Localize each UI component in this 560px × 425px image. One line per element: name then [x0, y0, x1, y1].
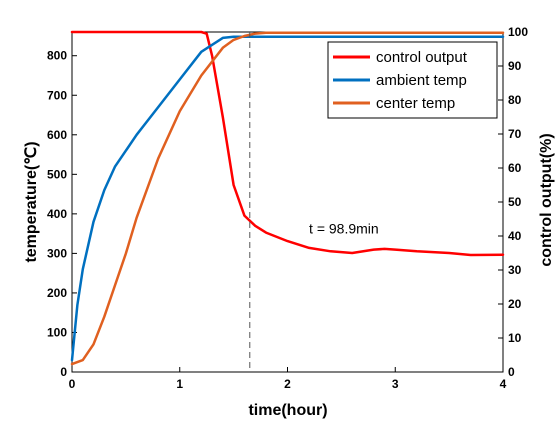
y-left-tick-label: 200 — [47, 286, 67, 300]
x-tick-label: 4 — [500, 377, 507, 391]
y-left-tick-label: 0 — [60, 365, 67, 379]
y-right-tick-label: 70 — [508, 127, 522, 141]
y-right-tick-label: 60 — [508, 161, 522, 175]
legend-label-control-output: control output — [376, 49, 468, 66]
series-line-center-temp — [70, 31, 505, 366]
y-right-tick-label: 50 — [508, 195, 522, 209]
y-left-tick-label: 400 — [47, 207, 67, 221]
series-line-ambient-temp — [70, 35, 505, 362]
y-right-tick-label: 20 — [508, 297, 522, 311]
x-tick-label: 3 — [392, 377, 399, 391]
y-left-axis-title: temperature(℃) — [23, 141, 40, 262]
y-right-tick-label: 30 — [508, 263, 522, 277]
x-axis-title: time(hour) — [248, 402, 327, 419]
x-tick-label: 2 — [284, 377, 291, 391]
y-right-tick-label: 80 — [508, 93, 522, 107]
legend-label-ambient-temp: ambient temp — [376, 72, 467, 89]
y-right-tick-label: 40 — [508, 229, 522, 243]
legend-label-center-temp: center temp — [376, 95, 455, 112]
y-left-tick-label: 700 — [47, 88, 67, 102]
time-annotation: t = 98.9min — [309, 221, 379, 237]
x-tick-label: 1 — [176, 377, 183, 391]
y-right-tick-label: 10 — [508, 331, 522, 345]
y-left-tick-label: 600 — [47, 128, 67, 142]
ticks: 0 1 2 3 401002003004005006007008000102030405… — [47, 25, 528, 391]
series-line-control-output — [70, 30, 505, 257]
y-left-tick-label: 100 — [47, 325, 67, 339]
y-right-tick-label: 90 — [508, 59, 522, 73]
annotations: t = 98.9min — [249, 32, 379, 372]
y-right-tick-label: 100 — [508, 25, 528, 39]
y-left-tick-label: 800 — [47, 49, 67, 63]
y-right-tick-label: 0 — [508, 365, 515, 379]
legend: control output ambient temp center temp — [327, 41, 498, 119]
y-left-tick-label: 300 — [47, 246, 67, 260]
series-lines — [70, 30, 505, 366]
y-right-axis-title: control output(%) — [538, 133, 555, 266]
x-tick-label: 0 — [69, 377, 76, 391]
y-left-tick-label: 500 — [47, 167, 67, 181]
